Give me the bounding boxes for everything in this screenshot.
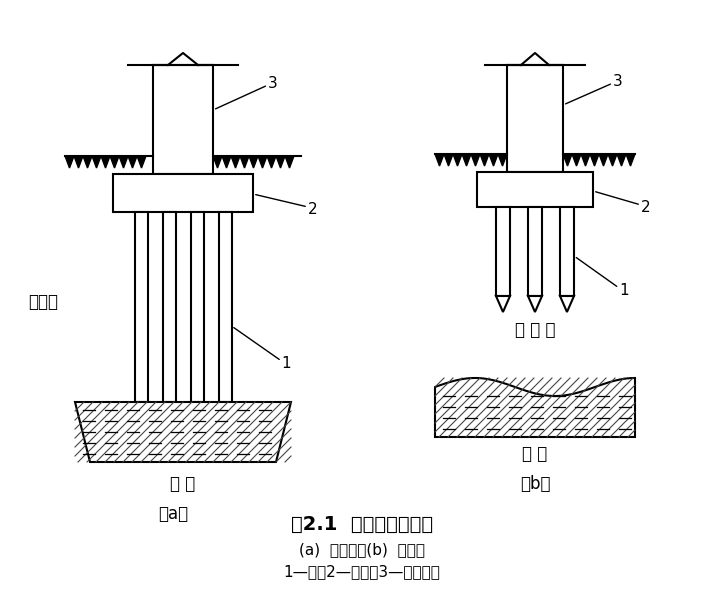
Polygon shape [119,156,128,168]
Bar [162,212,175,402]
Polygon shape [471,154,480,166]
Polygon shape [462,154,471,166]
Polygon shape [435,154,444,166]
Polygon shape [65,156,74,168]
Polygon shape [435,378,635,437]
Text: (a)  端承桩；(b)  摩擦桩: (a) 端承桩；(b) 摩擦桩 [299,542,425,557]
Polygon shape [626,154,635,166]
Text: 2: 2 [308,202,318,217]
Bar [219,212,232,402]
Polygon shape [285,156,294,168]
Polygon shape [572,154,581,166]
Text: 1—桩；2—承台；3—上部结构: 1—桩；2—承台；3—上部结构 [284,565,440,580]
Bar [528,207,542,296]
Bar [113,174,253,212]
Polygon shape [92,156,101,168]
Bar [496,207,510,296]
Polygon shape [496,296,510,312]
Bar [153,65,213,174]
Polygon shape [489,154,498,166]
Polygon shape [444,154,453,166]
Text: 软 土 层: 软 土 层 [515,321,555,339]
Polygon shape [599,154,608,166]
Polygon shape [83,156,92,168]
Bar [507,65,563,172]
Polygon shape [276,156,285,168]
Text: 硬 层: 硬 层 [170,475,195,493]
Polygon shape [590,154,599,166]
Bar [190,212,203,402]
Polygon shape [258,156,267,168]
Polygon shape [498,154,507,166]
Polygon shape [249,156,258,168]
Text: 3: 3 [268,75,278,90]
Polygon shape [453,154,462,166]
Polygon shape [110,156,119,168]
Polygon shape [240,156,249,168]
Polygon shape [480,154,489,166]
Polygon shape [608,154,617,166]
Polygon shape [617,154,626,166]
Bar [135,212,148,402]
Polygon shape [75,402,291,462]
Text: （a）: （a） [158,505,188,523]
Polygon shape [222,156,231,168]
Text: 软土层: 软土层 [28,293,58,311]
Bar [560,207,574,296]
Polygon shape [101,156,110,168]
Text: 1: 1 [282,356,291,371]
Polygon shape [528,296,542,312]
Polygon shape [267,156,276,168]
Polygon shape [581,154,590,166]
Text: 图2.1  端承桩与摩擦桩: 图2.1 端承桩与摩擦桩 [291,515,433,533]
Polygon shape [128,156,137,168]
Text: 硬 层: 硬 层 [523,445,547,463]
Text: 3: 3 [613,73,623,88]
Polygon shape [213,156,222,168]
Bar [477,172,593,207]
Text: （b）: （b） [520,475,550,493]
Polygon shape [137,156,146,168]
Text: 2: 2 [641,199,651,214]
Polygon shape [231,156,240,168]
Text: 1: 1 [619,284,629,299]
Polygon shape [560,296,574,312]
Polygon shape [74,156,83,168]
Polygon shape [563,154,572,166]
